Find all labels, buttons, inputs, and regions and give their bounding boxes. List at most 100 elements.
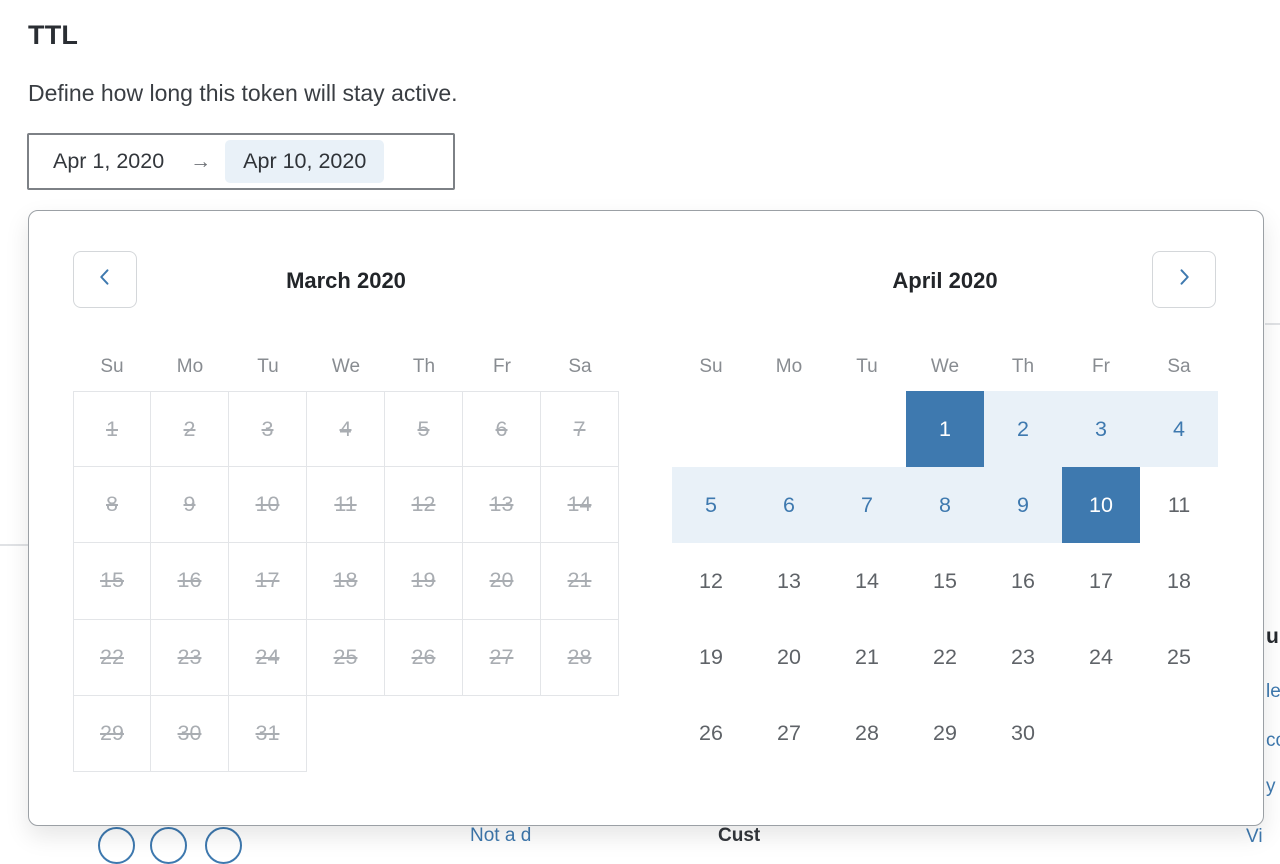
- next-month-button[interactable]: [1152, 251, 1216, 308]
- day-cell: 2: [151, 391, 229, 468]
- day-cell: 14: [541, 467, 619, 544]
- day-cell: 26: [385, 619, 463, 696]
- empty-day-cell: [385, 696, 463, 772]
- in-range-day-cell[interactable]: 3: [1062, 391, 1140, 468]
- selected-day-cell[interactable]: 1: [906, 391, 984, 468]
- weekday-label: Sa: [1167, 356, 1191, 377]
- radio-button[interactable]: [150, 827, 187, 864]
- day-cell: 18: [307, 543, 385, 620]
- day-cell: 6: [463, 391, 541, 468]
- day-cell: 9: [151, 467, 229, 544]
- day-cell: 23: [151, 619, 229, 696]
- day-cell: 5: [385, 391, 463, 468]
- day-cell: 25: [307, 619, 385, 696]
- month-title-april: April 2020: [892, 268, 998, 293]
- in-range-day-cell[interactable]: 6: [750, 467, 828, 544]
- day-cell[interactable]: 12: [699, 568, 723, 593]
- background-heading-fragment: u: [1266, 625, 1279, 648]
- month-title-march: March 2020: [286, 268, 406, 293]
- day-cell[interactable]: 14: [855, 568, 879, 593]
- weekday-label: Tu: [257, 356, 279, 377]
- end-date-value[interactable]: Apr 10, 2020: [225, 140, 385, 183]
- chevron-right-icon: [1174, 266, 1194, 293]
- empty-day-cell: [463, 696, 541, 772]
- weekday-label: Fr: [1092, 356, 1110, 377]
- weekday-label: We: [331, 356, 361, 377]
- day-cell[interactable]: 21: [855, 645, 879, 670]
- day-cell: 21: [541, 543, 619, 620]
- day-cell[interactable]: 30: [1011, 721, 1035, 746]
- day-cell: 13: [463, 467, 541, 544]
- day-cell[interactable]: 25: [1167, 645, 1191, 670]
- day-cell[interactable]: 17: [1089, 568, 1113, 593]
- day-cell[interactable]: 13: [777, 568, 801, 593]
- weekday-label: Fr: [493, 356, 511, 377]
- background-link[interactable]: co: [1266, 730, 1280, 751]
- day-cell: 4: [307, 391, 385, 468]
- weekday-header-march: Su Mo Tu We Th Fr Sa: [73, 356, 619, 378]
- in-range-day-cell[interactable]: 4: [1140, 391, 1218, 468]
- day-cell[interactable]: 27: [777, 721, 801, 746]
- day-cell[interactable]: 24: [1089, 645, 1113, 670]
- day-cell: 10: [229, 467, 307, 544]
- background-link[interactable]: le: [1266, 681, 1280, 702]
- in-range-day-cell[interactable]: 5: [672, 467, 750, 544]
- empty-day-cell: [307, 696, 385, 772]
- weekday-label: Th: [1011, 356, 1035, 377]
- radio-button[interactable]: [205, 827, 242, 864]
- background-label[interactable]: Cust: [718, 825, 761, 846]
- day-cell[interactable]: 22: [933, 645, 957, 670]
- radio-button[interactable]: [98, 827, 135, 864]
- selected-day-cell[interactable]: 10: [1062, 467, 1140, 544]
- day-cell[interactable]: 18: [1167, 568, 1191, 593]
- date-range-input[interactable]: Apr 1, 2020 → Apr 10, 2020: [27, 133, 455, 190]
- background-divider-left: [0, 544, 28, 546]
- background-link[interactable]: y: [1266, 776, 1276, 797]
- day-cell: 15: [73, 543, 151, 620]
- weekday-label: We: [930, 356, 960, 377]
- day-cell[interactable]: 11: [1167, 492, 1191, 517]
- in-range-day-cell[interactable]: 2: [984, 391, 1062, 468]
- background-divider-right: [1265, 323, 1280, 325]
- weekday-label: Mo: [176, 356, 204, 377]
- chevron-left-icon: [95, 266, 115, 293]
- background-link[interactable]: Vi: [1246, 826, 1263, 847]
- start-date-value[interactable]: Apr 1, 2020: [53, 149, 165, 173]
- weekday-label: Su: [699, 356, 723, 377]
- day-cell: 27: [463, 619, 541, 696]
- weekday-label: Mo: [775, 356, 803, 377]
- weekday-label: Th: [412, 356, 436, 377]
- day-cell: 22: [73, 619, 151, 696]
- day-cell: 11: [307, 467, 385, 544]
- day-cell: 20: [463, 543, 541, 620]
- page-title: TTL: [28, 20, 79, 50]
- day-cell[interactable]: 15: [933, 568, 957, 593]
- day-cell: 19: [385, 543, 463, 620]
- in-range-day-cell[interactable]: 7: [828, 467, 906, 544]
- day-cell[interactable]: 26: [699, 721, 723, 746]
- in-range-day-cell[interactable]: 9: [984, 467, 1062, 544]
- empty-day-cell: [672, 391, 750, 467]
- day-cell[interactable]: 20: [777, 645, 801, 670]
- page-description: Define how long this token will stay act…: [28, 80, 458, 106]
- background-link[interactable]: Not a d: [470, 825, 532, 846]
- day-cell: 12: [385, 467, 463, 544]
- day-cell: 8: [73, 467, 151, 544]
- day-cell: 17: [229, 543, 307, 620]
- weekday-label: Tu: [856, 356, 878, 377]
- empty-day-cell: [541, 696, 619, 772]
- day-cell[interactable]: 16: [1011, 568, 1035, 593]
- month-grid-april: 1 2 3 4 5 6 7 8 9 10 11 12 13 14 15 16 17 18 19 20 21 22 23 24 2…: [672, 391, 1218, 772]
- empty-day-cell: [828, 391, 906, 467]
- month-grid-march: 1 2 3 4 5 6 7 8 9 10 11 12 13 14 15 16 17 18 19 20 21 22 23 24 2…: [73, 391, 619, 772]
- day-cell: 31: [229, 695, 307, 772]
- prev-month-button[interactable]: [73, 251, 137, 308]
- day-cell[interactable]: 19: [699, 645, 723, 670]
- date-range-calendar-popup: March 2020 April 2020 Su Mo Tu We Th Fr Sa Su M…: [28, 210, 1264, 826]
- empty-day-cell: [1062, 696, 1140, 772]
- empty-day-cell: [750, 391, 828, 467]
- day-cell[interactable]: 23: [1011, 645, 1035, 670]
- in-range-day-cell[interactable]: 8: [906, 467, 984, 544]
- day-cell[interactable]: 29: [933, 721, 957, 746]
- day-cell[interactable]: 28: [855, 721, 879, 746]
